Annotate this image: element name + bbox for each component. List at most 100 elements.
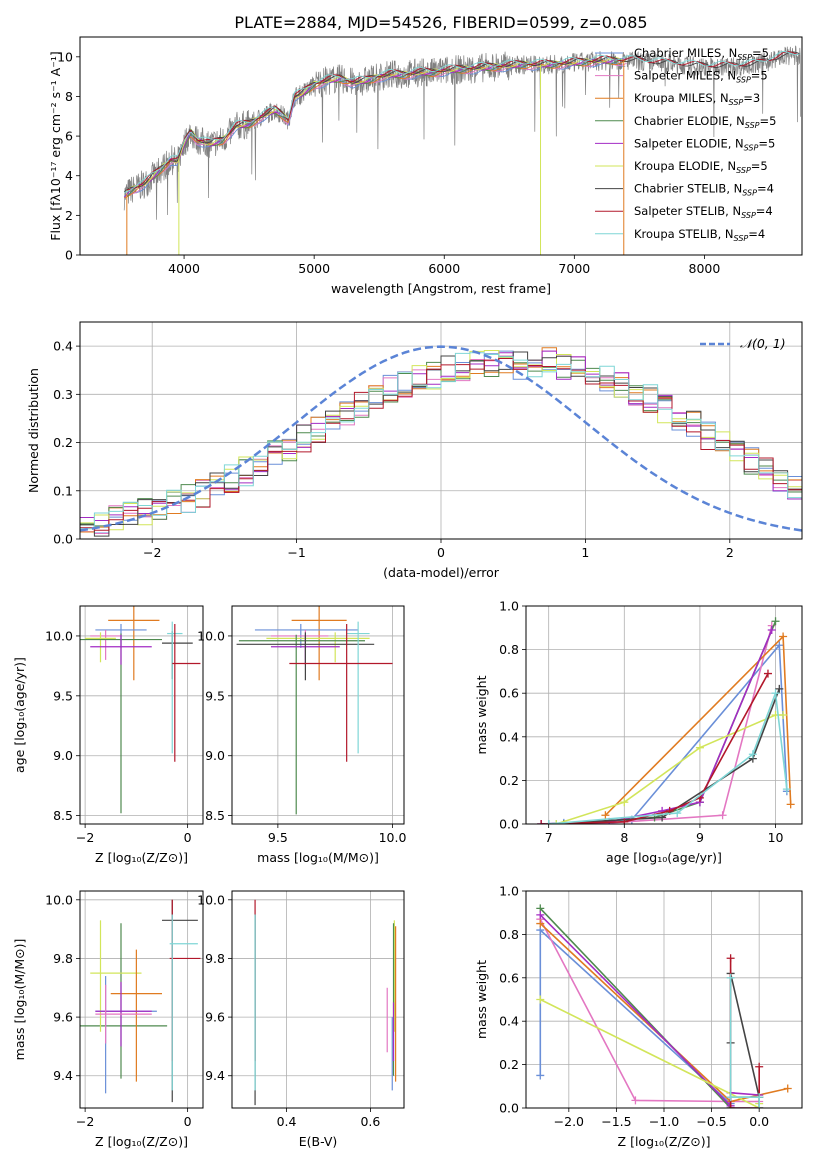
weight-marker: [631, 1096, 640, 1105]
y-tick-label: 0.4: [53, 339, 73, 354]
x-tick-label: −2: [76, 1114, 94, 1129]
weight-marker: [755, 1093, 764, 1102]
x-axis-label: Z [log₁₀(Z/Z⊙)]: [95, 1134, 188, 1149]
weight-marker: [782, 785, 791, 794]
y-axis-label: age [log₁₀(age/yr)]: [12, 657, 27, 773]
weight-series-line: [541, 629, 773, 824]
x-axis-label: Z [log₁₀(Z/Z⊙)]: [618, 1134, 711, 1149]
weight-series-line: [541, 625, 773, 824]
legend-entry: Salpeter ELODIE, NSSP=5: [634, 136, 775, 152]
y-tick-label: 0.6: [499, 970, 519, 985]
legend-entry: 𝒩(0, 1): [740, 336, 786, 351]
legend-count: =5: [752, 46, 769, 60]
y-tick-label: 9.8: [53, 951, 73, 966]
weight-marker: [536, 995, 545, 1004]
axes-frame: [79, 36, 803, 256]
residual-histogram-series: [80, 358, 802, 531]
y-axis-label: mass weight: [474, 960, 489, 1039]
weight-marker: [536, 919, 545, 928]
x-tick-label: 2: [726, 545, 734, 560]
model-spectrum-line: [123, 51, 801, 193]
axes-frame: [231, 605, 405, 825]
weight-marker: [771, 617, 780, 626]
x-tick-label: 8000: [689, 261, 721, 276]
x-tick-label: 1: [581, 545, 589, 560]
x-tick-label: −2: [143, 545, 161, 560]
legend-count: =4: [748, 227, 765, 241]
z-age-panel: −2 0 8.5 9.0 9.5 10.0 Z [log₁₀(Z/Z⊙)] age [log₁…: [12, 605, 204, 865]
weight-marker: [771, 689, 780, 698]
model-spectrum-line: [126, 51, 800, 191]
y-tick-label: 9.6: [205, 1010, 225, 1025]
legend-subscript: SSP: [744, 143, 759, 152]
legend-subscript: SSP: [745, 121, 760, 130]
model-spectrum-line: [126, 58, 627, 198]
legend-entry: Kroupa ELODIE, NSSP=5: [634, 159, 768, 175]
y-tick-label: 6: [65, 129, 73, 144]
y-tick-label: 2: [65, 208, 73, 223]
legend-entry: Chabrier ELODIE, NSSP=5: [634, 114, 776, 130]
legend-entry: Salpeter STELIB, NSSP=4: [634, 204, 773, 220]
weight-series-line: [541, 643, 788, 824]
legend-subscript: SSP: [729, 98, 744, 107]
y-tick-label: 10.0: [197, 628, 225, 643]
gaussian-curve: [80, 345, 802, 532]
weight-marker: [695, 743, 704, 752]
model-spectrum-line: [126, 57, 627, 192]
legend-count: =4: [756, 204, 773, 218]
weight-series-line: [539, 998, 760, 1108]
y-tick-label: 9.4: [205, 1068, 225, 1083]
weight-marker: [673, 809, 682, 818]
x-tick-label: 8: [620, 830, 628, 845]
x-tick-label: 0: [437, 545, 445, 560]
model-spectrum-line: [124, 50, 801, 193]
weight-marker: [755, 1104, 764, 1108]
weight-series-line: [539, 922, 788, 1103]
weight-marker: [779, 632, 788, 641]
weight-marker: [536, 910, 545, 919]
weight-marker: [763, 669, 772, 678]
weight-marker: [620, 817, 629, 824]
residual-histogram-series: [80, 351, 802, 537]
legend-count: =5: [751, 159, 768, 173]
y-tick-label: 9.8: [205, 951, 225, 966]
y-tick-label: 9.4: [53, 1068, 73, 1083]
legend-count: =3: [743, 91, 760, 105]
legend-text: Salpeter ELODIE, N: [634, 136, 744, 150]
weight-marker: [726, 973, 735, 982]
residual-histogram-series: [80, 352, 802, 530]
y-tick-label: 0.0: [53, 532, 73, 547]
x-tick-label: 7: [545, 830, 553, 845]
y-tick-label: 10.0: [45, 628, 73, 643]
x-axis-label: Z [log₁₀(Z/Z⊙)]: [95, 850, 188, 865]
z-mass-panel: −2 0 9.4 9.6 9.8 10.0 Z [log₁₀(Z/Z⊙)] mass [log…: [12, 890, 204, 1149]
residual-histogram-panel: −2 −1 0 1 2 0.0 0.1 0.2 0.3 0.4 (data-model)/error…: [26, 321, 803, 580]
weight-marker: [767, 625, 776, 634]
figure-title: PLATE=2884, MJD=54526, FIBERID=0599, z=0…: [234, 13, 647, 32]
x-tick-label: 0.0: [749, 1114, 769, 1129]
weight-series-line: [539, 918, 760, 1103]
y-tick-label: 0.4: [499, 729, 519, 744]
legend-subscript: SSP: [737, 53, 752, 62]
x-tick-label: −0.5: [696, 1114, 726, 1129]
y-tick-label: 1.0: [499, 884, 519, 899]
weight-marker: [537, 820, 546, 824]
legend-subscript: SSP: [734, 234, 749, 243]
weight-marker: [718, 811, 727, 820]
x-tick-label: 4000: [168, 261, 200, 276]
age-weight-panel: 7 8 9 10 0.0 0.2 0.4 0.6 0.8 1.0 age [log₁₀(age/yr…: [474, 599, 803, 865]
y-axis-label: mass [log₁₀(M/M⊙)]: [12, 939, 27, 1061]
y-tick-label: 8.5: [205, 808, 225, 823]
weight-marker: [779, 711, 788, 719]
legend-entry: Kroupa STELIB, NSSP=4: [634, 227, 765, 243]
y-tick-label: 4: [65, 168, 73, 183]
legend-text: Salpeter MILES, N: [634, 69, 736, 83]
legend-text: Chabrier MILES, N: [634, 46, 737, 60]
x-tick-label: −1: [287, 545, 305, 560]
y-tick-label: 8.5: [53, 808, 73, 823]
y-tick-label: 0.2: [499, 773, 519, 788]
legend-text: Kroupa ELODIE, N: [634, 159, 736, 173]
legend-text: Chabrier ELODIE, N: [634, 114, 745, 128]
weight-marker: [783, 1084, 792, 1093]
y-tick-label: 10: [57, 49, 73, 64]
